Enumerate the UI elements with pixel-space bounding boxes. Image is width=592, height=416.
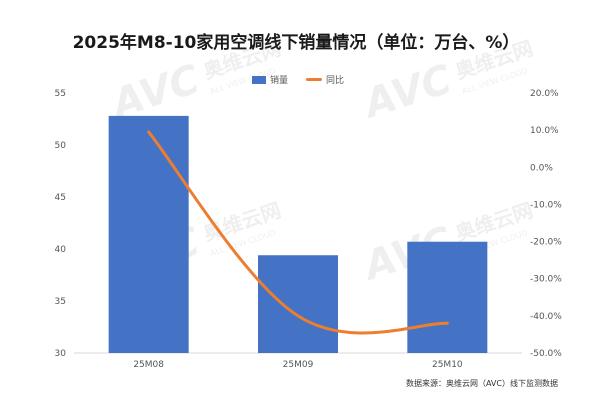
left-tick-label: 45 — [55, 193, 66, 203]
legend-swatch-yoy — [306, 78, 323, 81]
legend-label-yoy: 同比 — [326, 76, 345, 86]
bar-25M10 — [407, 241, 488, 353]
right-tick-label: -40.0% — [530, 312, 562, 322]
right-tick-label: 0.0% — [530, 163, 553, 173]
right-tick-label: -30.0% — [530, 275, 562, 285]
left-tick-label: 50 — [55, 141, 67, 151]
legend-label-sales: 销量 — [270, 76, 289, 86]
category-label: 25M10 — [432, 360, 463, 370]
legend-item-sales: 销量 — [252, 73, 288, 86]
bar-25M09 — [258, 255, 338, 353]
yoy-line — [147, 130, 449, 335]
source-note: 数据来源：奥维云网（AVC）线下监测数据 — [405, 379, 558, 388]
left-tick-label: 30 — [55, 349, 67, 359]
legend-item-yoy: 同比 — [306, 73, 344, 86]
right-tick-label: -20.0% — [530, 238, 562, 248]
left-tick-label: 55 — [55, 89, 66, 99]
right-tick-label: 20.0% — [530, 89, 559, 99]
left-tick-label: 40 — [55, 245, 67, 255]
right-tick-label: 10.0% — [530, 126, 559, 136]
left-tick-label: 35 — [55, 297, 66, 307]
right-tick-label: -50.0% — [530, 349, 562, 359]
chart-title: 2025年M8-10家用空调线下销量情况（单位：万台、%） — [72, 33, 520, 53]
right-tick-label: -10.0% — [530, 200, 562, 210]
category-label: 25M08 — [133, 360, 164, 370]
legend: 销量 同比 — [252, 73, 362, 86]
svg-text:AVC: AVC — [356, 56, 457, 128]
legend-swatch-sales — [252, 75, 266, 84]
category-label: 25M09 — [283, 360, 314, 370]
bar-25M08 — [108, 115, 189, 353]
